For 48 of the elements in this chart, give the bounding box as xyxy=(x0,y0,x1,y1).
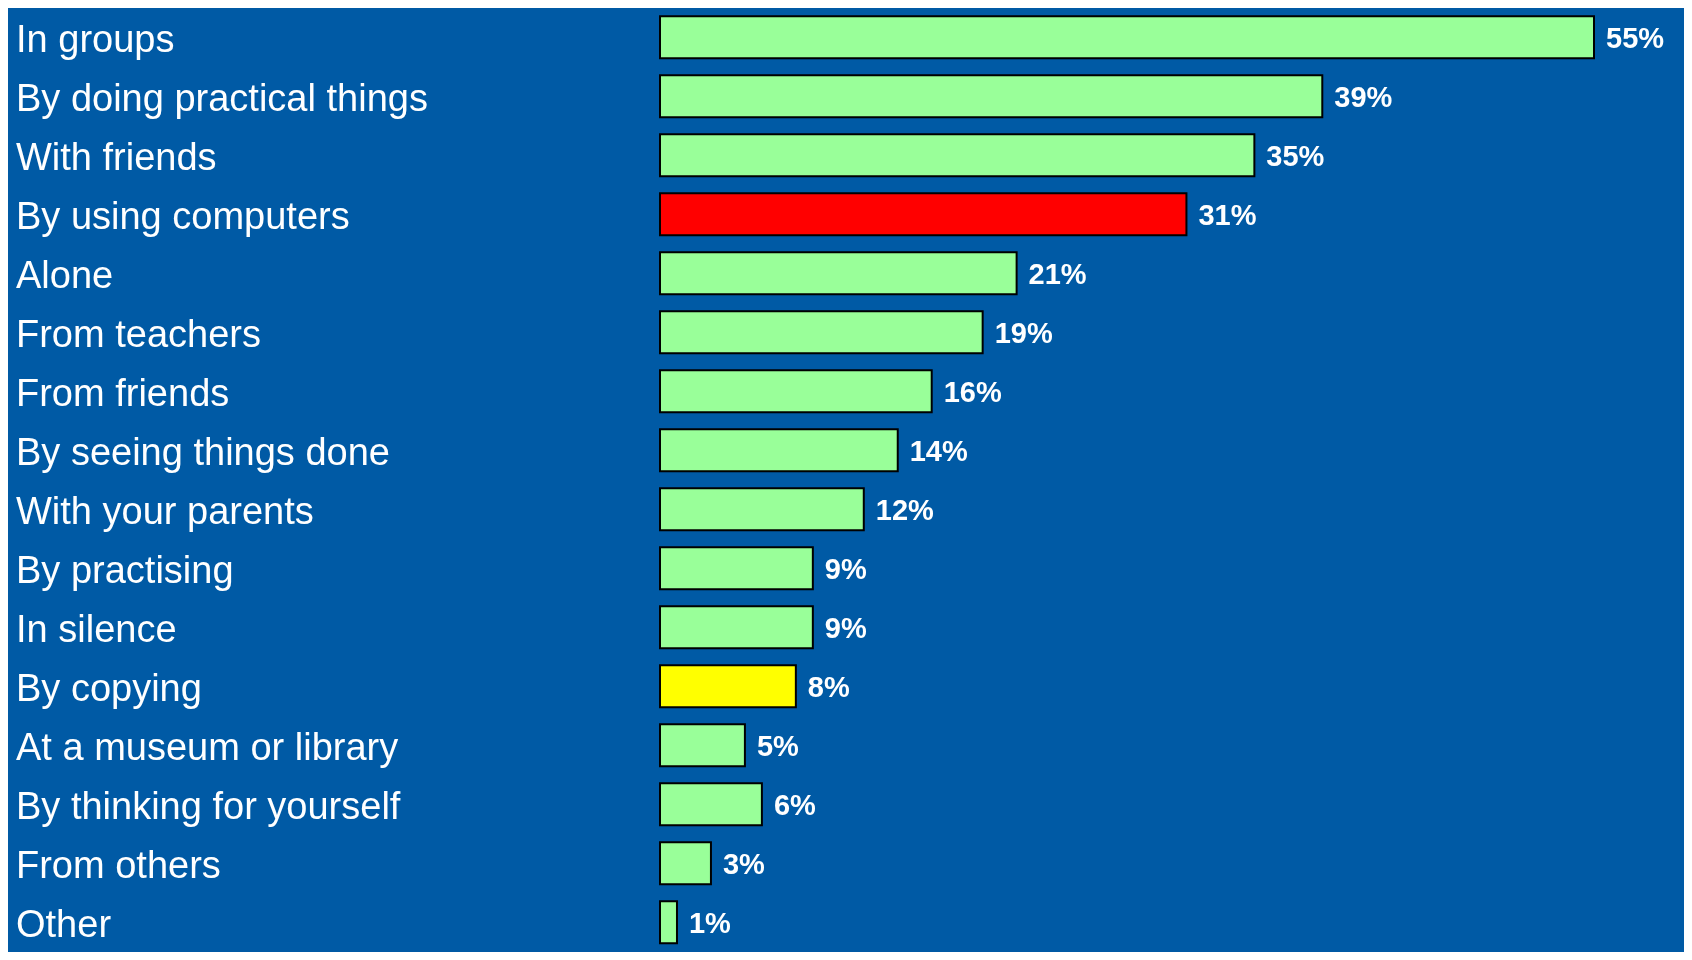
bar xyxy=(659,369,933,414)
bar xyxy=(659,841,712,886)
data-label: 35% xyxy=(1266,139,1325,172)
y-tick-label: By using computers xyxy=(16,194,350,237)
y-tick-label: In silence xyxy=(16,607,177,650)
data-label: 31% xyxy=(1198,198,1257,231)
bar xyxy=(659,723,746,768)
bar xyxy=(659,782,763,827)
y-tick-label: By practising xyxy=(16,548,234,591)
data-label: 19% xyxy=(994,316,1053,349)
data-label: 55% xyxy=(1606,21,1665,54)
data-label: 9% xyxy=(824,552,867,585)
bar xyxy=(659,310,984,355)
data-label: 6% xyxy=(773,788,817,821)
bar xyxy=(659,428,899,473)
bar xyxy=(659,900,678,945)
y-tick-label: Other xyxy=(16,902,112,945)
bar xyxy=(659,487,865,532)
bar xyxy=(659,605,814,650)
data-label: 3% xyxy=(722,847,766,880)
y-tick-label: By thinking for yourself xyxy=(16,784,401,827)
bar xyxy=(659,15,1595,60)
bar xyxy=(659,251,1018,296)
data-label: 1% xyxy=(688,906,732,939)
y-tick-label: From teachers xyxy=(16,312,261,355)
y-tick-label: By seeing things done xyxy=(16,430,390,473)
y-tick-label: By copying xyxy=(16,666,202,709)
y-tick-label: By doing practical things xyxy=(16,76,428,119)
data-label: 12% xyxy=(875,493,935,526)
y-tick-label: In groups xyxy=(16,17,175,60)
y-tick-label: At a museum or library xyxy=(16,725,399,768)
bar xyxy=(659,74,1324,119)
data-label: 5% xyxy=(756,729,800,762)
data-label: 21% xyxy=(1028,257,1087,290)
y-tick-label: Alone xyxy=(16,253,114,296)
data-label: 16% xyxy=(943,375,1002,408)
bar xyxy=(659,664,797,709)
y-tick-label: With your parents xyxy=(16,489,314,532)
bar xyxy=(659,192,1188,237)
bar xyxy=(659,546,814,591)
data-label: 39% xyxy=(1334,80,1393,113)
bar xyxy=(659,133,1256,178)
data-label: 9% xyxy=(824,611,867,644)
y-tick-label: From friends xyxy=(16,371,230,414)
y-tick-label: With friends xyxy=(16,135,217,178)
data-label: 8% xyxy=(807,670,850,703)
y-tick-label: From others xyxy=(16,843,221,886)
data-label: 14% xyxy=(909,434,968,467)
